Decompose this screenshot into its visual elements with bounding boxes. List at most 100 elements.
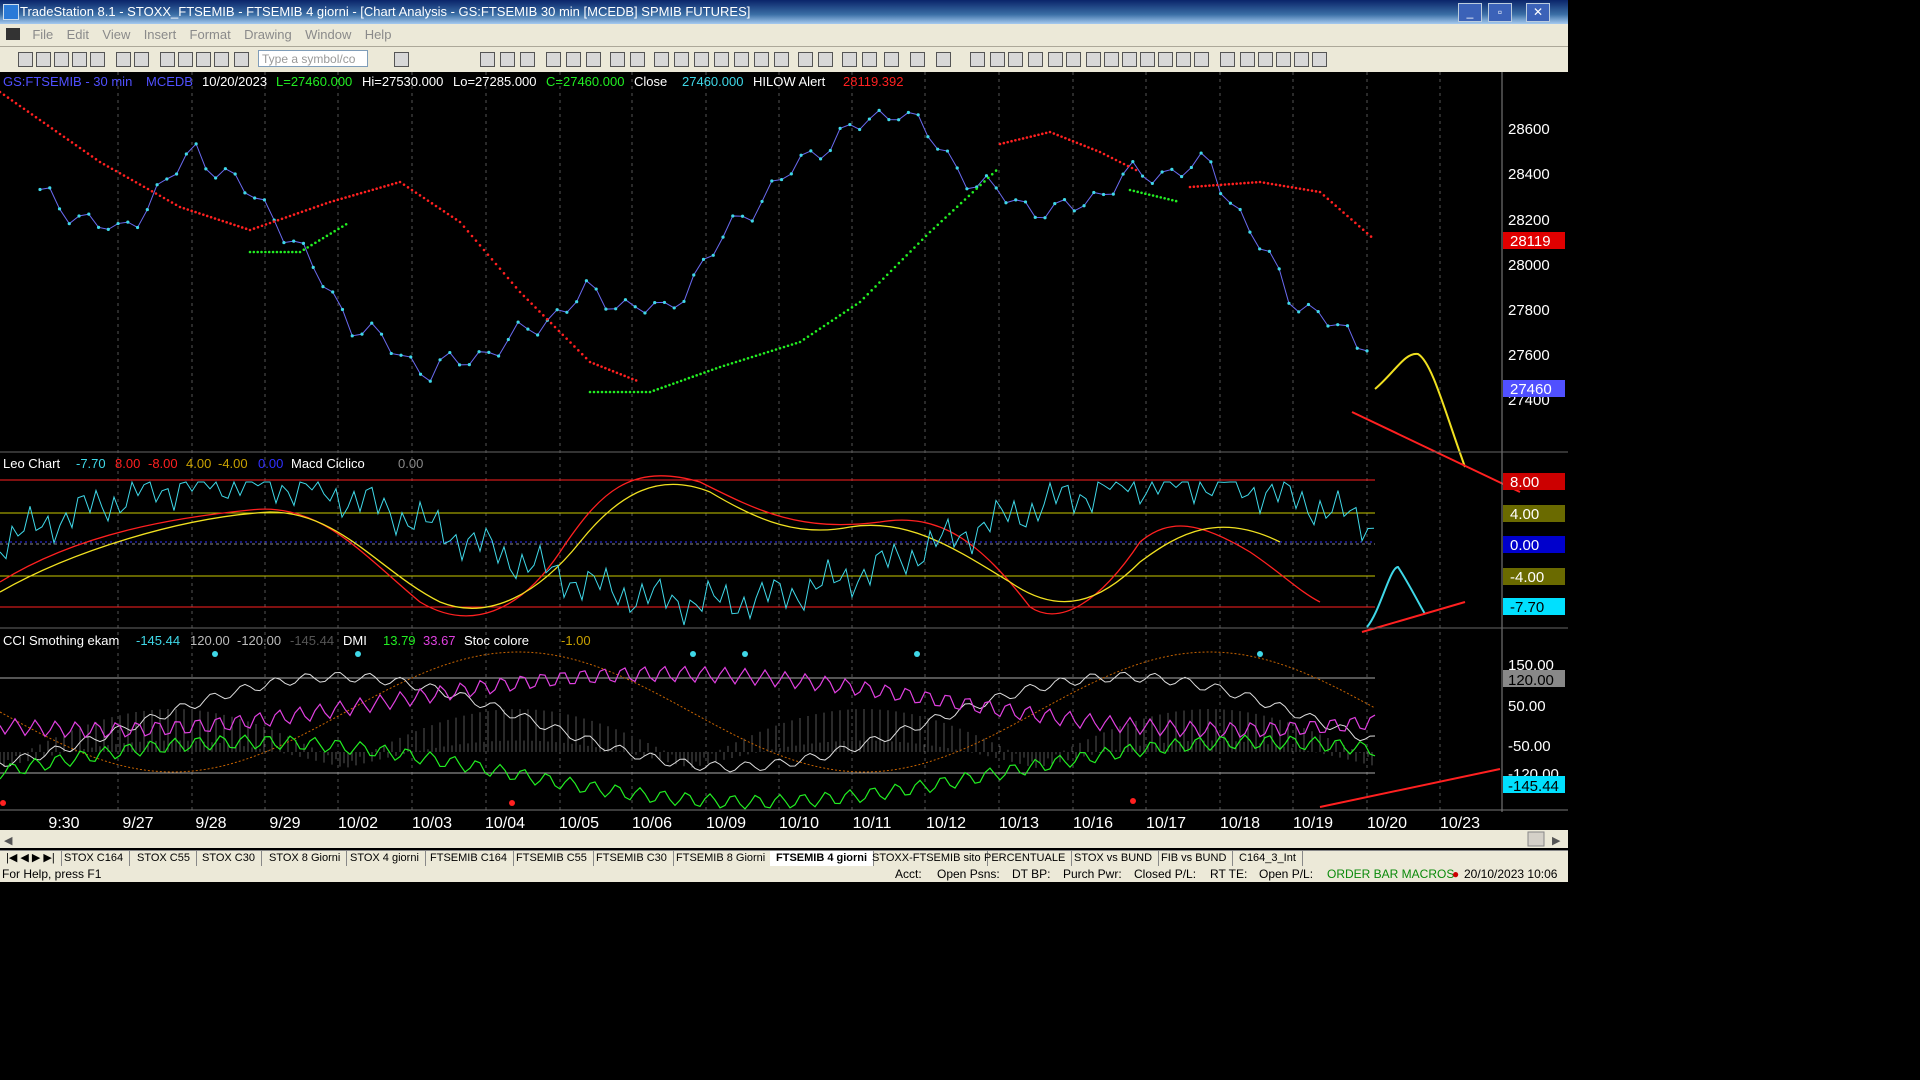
menu-format[interactable]: Format xyxy=(189,27,231,42)
strategy-icon[interactable] xyxy=(500,52,515,67)
hilow-dot xyxy=(854,303,858,306)
scroll-thumb[interactable] xyxy=(1527,831,1545,847)
regression-icon[interactable] xyxy=(1122,52,1137,67)
print-preview-icon[interactable] xyxy=(134,52,149,67)
radar-icon[interactable] xyxy=(546,52,561,67)
copy-icon[interactable] xyxy=(72,52,87,67)
cci-pane[interactable] xyxy=(0,651,1501,810)
menu-file[interactable]: File xyxy=(32,27,54,42)
gann-icon[interactable] xyxy=(1048,52,1063,67)
maximize-button[interactable]: ▫ xyxy=(1488,3,1512,22)
horizontal-scrollbar[interactable] xyxy=(0,830,1568,848)
workspace-tab[interactable]: PERCENTUALE xyxy=(978,851,1073,866)
table-icon[interactable] xyxy=(520,52,535,67)
bar-chart-icon[interactable] xyxy=(654,52,669,67)
workspace-tab[interactable]: FTSEMIB 8 Giorni xyxy=(670,851,773,866)
options-icon[interactable] xyxy=(610,52,625,67)
menu-drawing[interactable]: Drawing xyxy=(244,27,292,42)
rectangle-icon[interactable] xyxy=(1294,52,1309,67)
lock-icon[interactable] xyxy=(196,52,211,67)
workspace-tab[interactable]: C164_3_Int xyxy=(1233,851,1303,866)
hilow-dot xyxy=(1021,137,1025,140)
workspace-tab[interactable]: STOX 8 Giorni xyxy=(263,851,348,866)
scroll-right-icon[interactable]: ▶ xyxy=(1552,835,1561,847)
workspace-tab[interactable]: FTSEMIB C164 xyxy=(424,851,515,866)
curve-icon[interactable] xyxy=(1220,52,1235,67)
news-icon[interactable] xyxy=(630,52,645,67)
hilow-dot xyxy=(1151,194,1155,197)
zoom-in-icon[interactable] xyxy=(798,52,813,67)
channel-icon[interactable] xyxy=(1104,52,1119,67)
fib-icon[interactable] xyxy=(1028,52,1043,67)
magnet-icon[interactable] xyxy=(936,52,951,67)
arc-icon[interactable] xyxy=(1176,52,1191,67)
bars-icon[interactable] xyxy=(774,52,789,67)
crosshair-icon[interactable] xyxy=(862,52,877,67)
workspace-icon[interactable] xyxy=(54,52,69,67)
tab-nav-buttons[interactable]: |◀ ◀ ▶ ▶| xyxy=(0,851,62,866)
horizontal-line-icon[interactable] xyxy=(1008,52,1023,67)
scroll-left-icon[interactable]: ◀ xyxy=(4,835,13,847)
leo-chart-pane[interactable] xyxy=(0,475,1466,633)
trendline-icon[interactable] xyxy=(970,52,985,67)
indicator-icon[interactable] xyxy=(480,52,495,67)
menu-edit[interactable]: Edit xyxy=(66,27,90,42)
workspace-tab[interactable]: STOXX-FTSEMIB sito xyxy=(866,851,988,866)
menu-view[interactable]: View xyxy=(102,27,131,42)
chart-menu-icon[interactable] xyxy=(6,28,20,40)
workspace-tab[interactable]: FTSEMIB C55 xyxy=(510,851,594,866)
grid-icon[interactable] xyxy=(214,52,229,67)
globe-icon[interactable] xyxy=(234,52,249,67)
down-arrow-icon[interactable] xyxy=(1240,52,1255,67)
workspace-tab[interactable]: STOX C55 xyxy=(131,851,197,866)
chart-icon[interactable] xyxy=(160,52,175,67)
workspace-tab[interactable]: FIB vs BUND xyxy=(1155,851,1234,866)
arrow-lr-icon[interactable] xyxy=(1140,52,1155,67)
volume-icon[interactable] xyxy=(734,52,749,67)
menu-insert[interactable]: Insert xyxy=(143,27,177,42)
andrews-icon[interactable] xyxy=(1086,52,1101,67)
candle-chart-icon[interactable] xyxy=(674,52,689,67)
hilow-dot xyxy=(750,355,754,359)
speed-line-icon[interactable] xyxy=(1066,52,1081,67)
workspace-tab[interactable]: STOX C30 xyxy=(196,851,262,866)
hilow-dot xyxy=(66,138,70,141)
legend-last: L=27460.000 xyxy=(276,74,352,89)
chart-analysis-window[interactable]: GS:FTSEMIB - 30 min MCEDB 10/20/2023 L=2… xyxy=(0,72,1568,850)
print-icon[interactable] xyxy=(116,52,131,67)
close-point xyxy=(214,176,218,180)
close-button[interactable]: ✕ xyxy=(1526,3,1550,22)
chart2-icon[interactable] xyxy=(178,52,193,67)
scroll-icon[interactable] xyxy=(754,52,769,67)
pointer-icon[interactable] xyxy=(842,52,857,67)
pencil-icon[interactable] xyxy=(1194,52,1209,67)
workspace-tab[interactable]: STOX C164 xyxy=(58,851,131,866)
menu-help[interactable]: Help xyxy=(364,27,392,42)
price-pane[interactable] xyxy=(0,90,1521,493)
menu-window[interactable]: Window xyxy=(305,27,352,42)
workspace-tab[interactable]: FTSEMIB 4 giorni xyxy=(770,851,875,866)
tools-icon[interactable] xyxy=(884,52,899,67)
ellipse-icon[interactable] xyxy=(1276,52,1291,67)
workspace-tab[interactable]: STOX vs BUND xyxy=(1068,851,1160,866)
workspace-tab[interactable]: STOX 4 giorni xyxy=(344,851,426,866)
text-tool-icon[interactable] xyxy=(1312,52,1327,67)
matrix-icon[interactable] xyxy=(586,52,601,67)
minimize-button[interactable]: _ xyxy=(1458,3,1482,22)
scanner-icon[interactable] xyxy=(566,52,581,67)
zoom-out-icon[interactable] xyxy=(818,52,833,67)
parallel-icon[interactable] xyxy=(1158,52,1173,67)
point-figure-icon[interactable] xyxy=(714,52,729,67)
line-chart-icon[interactable] xyxy=(694,52,709,67)
text-box-icon[interactable] xyxy=(910,52,925,67)
status-macros[interactable]: ORDER BAR MACROS xyxy=(1327,867,1455,881)
up-arrow-icon[interactable] xyxy=(1258,52,1273,67)
open-icon[interactable] xyxy=(36,52,51,67)
symbol-input[interactable]: Type a symbol/co xyxy=(258,50,368,67)
symbol-lookup-icon[interactable] xyxy=(394,52,409,67)
new-icon[interactable] xyxy=(18,52,33,67)
workspace-tab[interactable]: FTSEMIB C30 xyxy=(590,851,674,866)
folder-icon[interactable] xyxy=(90,52,105,67)
vertical-line-icon[interactable] xyxy=(990,52,1005,67)
chart-svg[interactable]: GS:FTSEMIB - 30 min MCEDB 10/20/2023 L=2… xyxy=(0,72,1568,850)
